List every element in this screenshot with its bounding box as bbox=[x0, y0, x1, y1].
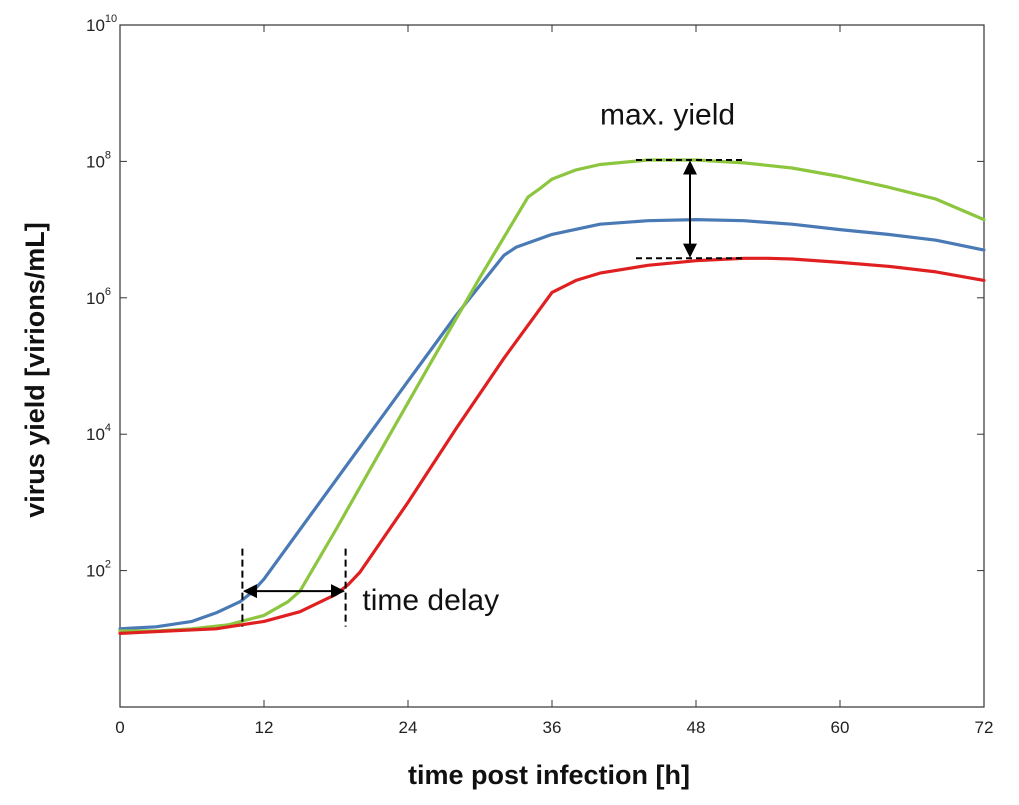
y-axis-title: virus yield [virions/mL] bbox=[20, 222, 50, 518]
x-axis-title: time post infection [h] bbox=[408, 760, 690, 790]
x-tick-label: 24 bbox=[399, 718, 418, 737]
x-tick-label: 12 bbox=[255, 718, 274, 737]
x-tick-label: 60 bbox=[831, 718, 850, 737]
x-tick-label: 36 bbox=[543, 718, 562, 737]
x-tick-label: 48 bbox=[687, 718, 706, 737]
series-line-2 bbox=[118, 158, 986, 633]
y-tick-label: 1010 bbox=[86, 13, 117, 35]
y-tick-label: 106 bbox=[86, 286, 111, 308]
plot-frame bbox=[119, 24, 985, 708]
time-delay-label: time delay bbox=[362, 584, 499, 617]
y-tick-label: 102 bbox=[86, 559, 111, 581]
series-line-1 bbox=[118, 218, 986, 631]
y-tick-label: 104 bbox=[86, 422, 111, 444]
annotations: max. yield time delay bbox=[241, 98, 744, 627]
series-lines bbox=[118, 158, 986, 635]
series-line-3 bbox=[118, 256, 986, 635]
max-yield-label: max. yield bbox=[600, 98, 735, 131]
x-tick-label: 0 bbox=[115, 718, 124, 737]
axis-ticks: 0 12 24 36 48 60 72 102 104 106 108 1010 bbox=[86, 13, 993, 737]
x-tick-label: 72 bbox=[975, 718, 994, 737]
y-tick-label: 108 bbox=[86, 149, 111, 171]
